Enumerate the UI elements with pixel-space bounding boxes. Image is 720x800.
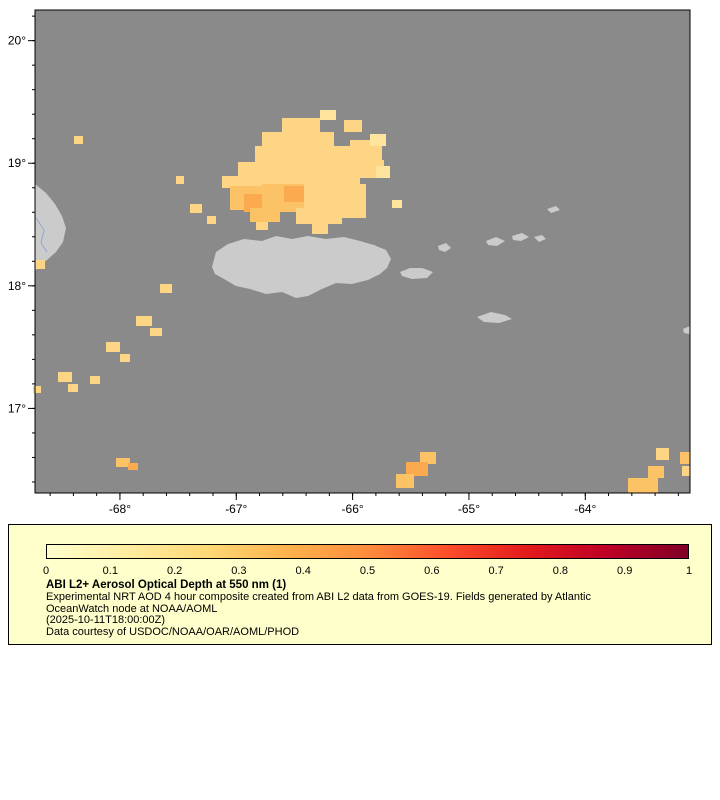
aerosol-patch	[338, 206, 366, 218]
aerosol-patch	[120, 354, 130, 362]
aerosol-patch	[376, 166, 390, 178]
aerosol-patch	[284, 186, 306, 202]
aerosol-patch	[190, 204, 202, 213]
land-virgin-gorda	[534, 235, 546, 242]
legend-description: Experimental NRT AOD 4 hour composite cr…	[46, 590, 691, 616]
legend-courtesy: Data courtesy of USDOC/NOAA/OAR/AOML/PHO…	[46, 626, 300, 639]
colorbar-tick-label: 0.4	[295, 565, 311, 577]
aerosol-patch	[128, 463, 138, 470]
legend-text-block: ABI L2+ Aerosol Optical Depth at 550 nm …	[46, 579, 691, 639]
colorbar-tick-label: 0.1	[102, 565, 118, 577]
aerosol-patch	[406, 462, 428, 476]
aerosol-patch	[255, 146, 353, 166]
aerosol-patch	[344, 120, 362, 132]
colorbar-tick-label: 0.3	[231, 565, 247, 577]
colorbar-tick-label: 0.5	[359, 565, 376, 577]
aod-map: -68° -67° -66° -65° -64° 20° 19° 18° 17°	[8, 9, 691, 516]
x-axis-label: -68°	[109, 502, 131, 516]
aerosol-patch	[238, 162, 360, 188]
aerosol-patch	[682, 466, 690, 476]
aerosol-patch	[296, 208, 342, 224]
colorbar-tick-label: 0.9	[617, 565, 633, 577]
aerosol-patch	[176, 176, 184, 184]
land-st-thomas	[486, 237, 505, 246]
x-axis-label: -67°	[225, 502, 247, 516]
y-axis-label: 20°	[8, 34, 26, 48]
legend-title: ABI L2+ Aerosol Optical Depth at 550 nm …	[46, 579, 287, 591]
axis-labels: -68° -67° -66° -65° -64° 20° 19° 18° 17°	[8, 34, 597, 516]
x-axis-label: -66°	[342, 502, 364, 516]
aerosol-patch	[58, 372, 72, 382]
aerosol-patch	[396, 474, 414, 488]
colorbar-tick-label: 0.8	[552, 565, 569, 577]
legend-description-line: OceanWatch node at NOAA/AOML	[46, 602, 218, 615]
aerosol-patch	[256, 222, 268, 230]
land-st-croix	[477, 312, 512, 323]
land-anegada	[547, 206, 560, 213]
aerosol-patch	[207, 216, 216, 224]
land-hispaniola	[35, 184, 66, 272]
aerosol-patch	[312, 224, 328, 234]
aerosol-patch	[262, 132, 334, 148]
river-line	[35, 217, 48, 253]
axis-ticks	[28, 15, 679, 500]
aerosol-patch	[628, 478, 658, 493]
y-axis-label: 18°	[8, 279, 26, 293]
aerosol-patch	[320, 110, 336, 120]
colorbar-tick-label: 0	[42, 565, 50, 577]
aerosol-patch	[150, 328, 162, 336]
plot-frame	[34, 9, 691, 494]
aerosol-patch	[420, 452, 436, 464]
land-vieques	[400, 268, 433, 279]
aerosol-patch	[136, 316, 152, 326]
legend-panel: 0 0.1 0.2 0.3 0.4 0.5 0.6 0.7 0.8 0.9 1 ABI L2+ Ae…	[8, 524, 712, 645]
aerosol-patch	[648, 466, 664, 478]
aerosol-patches	[33, 110, 690, 493]
land-tortola	[512, 233, 529, 241]
aerosol-patch	[282, 118, 320, 134]
aerosol-patch	[392, 200, 402, 208]
x-axis-label: -64°	[574, 502, 596, 516]
landmasses	[35, 184, 690, 334]
colorbar-tick-label: 0.2	[166, 565, 183, 577]
colorbar	[46, 544, 689, 559]
land-puerto-rico	[212, 236, 391, 298]
aerosol-patch	[222, 176, 238, 188]
aerosol-patch	[33, 386, 41, 393]
y-axis-label: 19°	[8, 156, 26, 170]
aerosol-patch	[160, 284, 172, 293]
aerosol-patch	[74, 136, 83, 144]
colorbar-tick-labels: 0 0.1 0.2 0.3 0.4 0.5 0.6 0.7 0.8 0.9 1	[42, 565, 693, 578]
colorbar-tick-label: 0.7	[488, 565, 504, 577]
aerosol-patch	[244, 194, 266, 212]
land-right-edge-islet	[683, 326, 690, 334]
aerosol-patch	[35, 260, 45, 269]
aerosol-patch	[116, 458, 130, 467]
legend-description-line: Experimental NRT AOD 4 hour composite cr…	[46, 590, 591, 603]
aerosol-patch	[370, 134, 386, 146]
aerosol-patch	[68, 384, 78, 392]
aerosol-patch	[304, 184, 366, 210]
land-culebra	[438, 243, 451, 252]
aerosol-patch	[680, 452, 690, 464]
aerosol-patch	[90, 376, 100, 384]
colorbar-tick-label: 1	[685, 565, 693, 577]
colorbar-tick-label: 0.6	[424, 565, 440, 577]
legend-timestamp: (2025-10-11T18:00:00Z)	[46, 614, 166, 627]
x-axis-label: -65°	[458, 502, 480, 516]
y-axis-label: 17°	[8, 401, 26, 415]
aerosol-patch	[250, 208, 280, 222]
aerosol-patch	[656, 448, 669, 460]
aerosol-patch	[106, 342, 120, 352]
